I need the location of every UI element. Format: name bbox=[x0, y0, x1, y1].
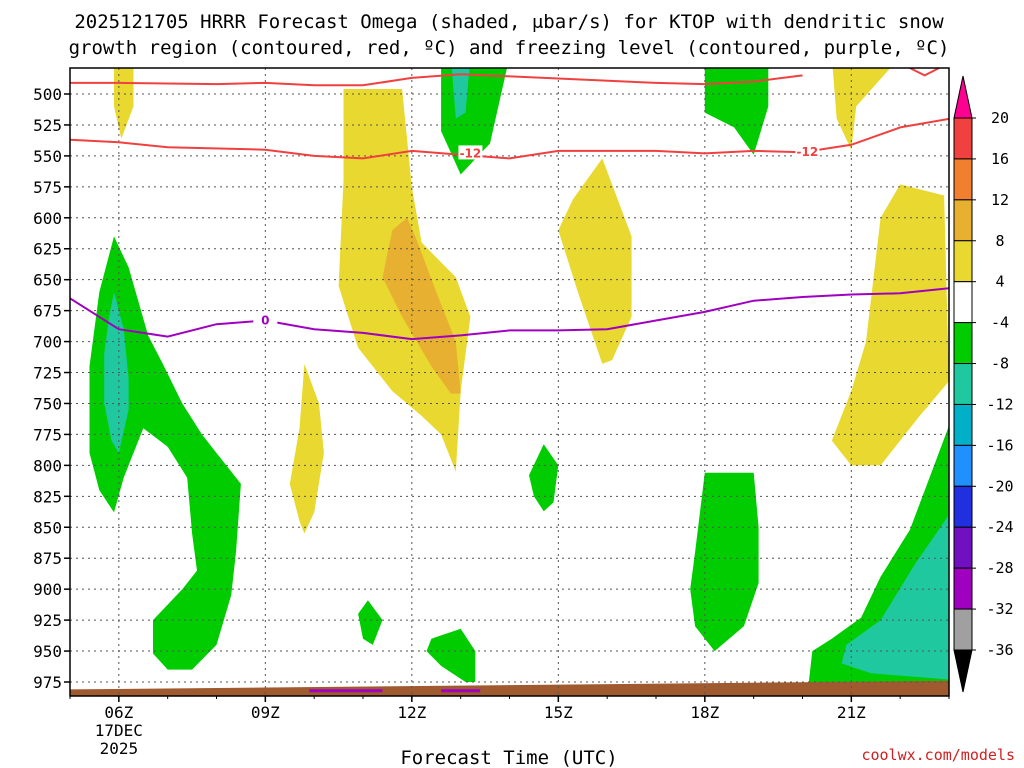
omega-region-yellow-top-right bbox=[832, 68, 891, 150]
colorbar-label-0: 20 bbox=[991, 109, 1009, 127]
y-tick-label-550: 550 bbox=[33, 147, 62, 166]
purple-contour-freezing-level bbox=[70, 287, 949, 341]
ground-polygon bbox=[70, 680, 949, 696]
omega-region-teal-bottom-right bbox=[841, 514, 949, 680]
colorbar-label-7: -12 bbox=[986, 395, 1013, 413]
y-tick-label-875: 875 bbox=[33, 549, 62, 568]
y-tick-label-500: 500 bbox=[33, 85, 62, 104]
y-tick-label-675: 675 bbox=[33, 302, 62, 321]
y-axis: 500 525 550 575 600 625 650 675 700 725 750 775 800 8… bbox=[33, 85, 70, 692]
colorbar-label-2: 12 bbox=[991, 191, 1009, 209]
colorbar-label-11: -28 bbox=[986, 559, 1013, 577]
colorbar-box-0 bbox=[953, 117, 973, 160]
x-tick-label-21Z: 21Z bbox=[837, 703, 866, 722]
colorbar-label-8: -16 bbox=[986, 436, 1013, 454]
x-sublabel-1: 2025 bbox=[100, 739, 139, 758]
omega-region-yellow-top-left bbox=[114, 68, 134, 139]
omega-region-yellow-right bbox=[831, 184, 949, 466]
omega-region-green-small-11z bbox=[358, 600, 383, 645]
contour-label-red-right: -12 bbox=[797, 145, 819, 159]
colorbar: 20 16 12 8 4 -4 -8 -12 -16 -20 -24 -28 -32 -36 bbox=[953, 75, 1014, 693]
colorbar-box-10 bbox=[953, 526, 973, 569]
y-tick-label-725: 725 bbox=[33, 364, 62, 383]
colorbar-label-4: 4 bbox=[995, 273, 1004, 291]
colorbar-box-11 bbox=[953, 567, 973, 610]
colorbar-box-1 bbox=[953, 158, 973, 201]
contour-label-freezing: 0 bbox=[261, 314, 269, 328]
y-tick-label-775: 775 bbox=[33, 425, 62, 444]
colorbar-box-4 bbox=[953, 281, 973, 324]
omega-shading bbox=[89, 68, 949, 695]
y-tick-label-750: 750 bbox=[33, 394, 62, 413]
colorbar-box-2 bbox=[953, 199, 973, 242]
y-tick-label-825: 825 bbox=[33, 487, 62, 506]
omega-region-orange-center bbox=[382, 217, 461, 394]
x-sublabel-0: 17DEC bbox=[95, 721, 143, 740]
chart-title: 2025121705 HRRR Forecast Omega (shaded, … bbox=[69, 11, 950, 59]
x-tick-label-15Z: 15Z bbox=[544, 703, 573, 722]
colorbar-top-arrow bbox=[953, 75, 973, 119]
contours bbox=[70, 68, 949, 693]
red-contour-dendritic-upper bbox=[70, 73, 803, 87]
colorbar-label-1: 16 bbox=[991, 150, 1009, 168]
colorbar-label-10: -24 bbox=[986, 518, 1013, 536]
omega-region-green-left-06z bbox=[89, 236, 241, 670]
lbl-red-left-bg bbox=[458, 145, 483, 160]
omega-region-teal-top-12z bbox=[451, 68, 470, 119]
colorbar-label-13: -36 bbox=[986, 641, 1013, 659]
omega-region-green-small-15z bbox=[529, 444, 559, 512]
y-tick-label-525: 525 bbox=[33, 116, 62, 135]
y-tick-label-600: 600 bbox=[33, 209, 62, 228]
y-tick-label-575: 575 bbox=[33, 178, 62, 197]
colorbar-box-6 bbox=[953, 363, 973, 405]
colorbar-label-12: -32 bbox=[986, 600, 1013, 618]
x-axis-label: Forecast Time (UTC) bbox=[400, 747, 617, 768]
colorbar-label-5: -4 bbox=[991, 314, 1009, 332]
y-tick-label-800: 800 bbox=[33, 456, 62, 475]
title-line-2: growth region (contoured, red, ºC) and f… bbox=[69, 37, 950, 59]
ground-fill bbox=[70, 680, 949, 696]
colorbar-box-8 bbox=[953, 444, 973, 487]
omega-region-teal-left-06z bbox=[104, 292, 129, 453]
y-tick-label-950: 950 bbox=[33, 642, 62, 661]
red-contour-dendritic-upper-right bbox=[909, 68, 940, 77]
colorbar-bottom-arrow bbox=[953, 649, 973, 693]
contour-label-red-left: -12 bbox=[460, 146, 482, 160]
y-tick-label-650: 650 bbox=[33, 271, 62, 290]
x-tick-label-06Z: 06Z bbox=[104, 703, 133, 722]
colorbar-box-9 bbox=[953, 485, 973, 528]
y-tick-label-700: 700 bbox=[33, 333, 62, 352]
omega-region-yellow-small-09z bbox=[289, 363, 324, 534]
colorbar-box-3 bbox=[953, 240, 973, 283]
colorbar-box-5 bbox=[953, 322, 973, 365]
gridlines bbox=[70, 68, 949, 696]
colorbar-label-3: 8 bbox=[995, 232, 1004, 250]
x-tick-label-09Z: 09Z bbox=[251, 703, 280, 722]
omega-region-green-top-18z bbox=[704, 68, 769, 155]
title-line-1: 2025121705 HRRR Forecast Omega (shaded, … bbox=[74, 11, 944, 33]
colorbar-box-12 bbox=[953, 608, 973, 651]
credit-link[interactable]: coolwx.com/models bbox=[861, 746, 1015, 764]
colorbar-label-9: -20 bbox=[986, 477, 1013, 495]
colorbar-label-6: -8 bbox=[991, 355, 1009, 373]
y-tick-label-975: 975 bbox=[33, 673, 62, 692]
x-tick-label-12Z: 12Z bbox=[397, 703, 426, 722]
x-tick-label-18Z: 18Z bbox=[690, 703, 719, 722]
omega-region-yellow-mid-15z bbox=[558, 158, 632, 364]
y-tick-label-850: 850 bbox=[33, 518, 62, 537]
contour-labels: -12 -12 0 bbox=[253, 144, 820, 328]
lbl-freezing-bg bbox=[253, 312, 278, 327]
colorbar-box-7 bbox=[953, 403, 973, 446]
y-tick-label-925: 925 bbox=[33, 611, 62, 630]
omega-region-green-mid-18z bbox=[690, 472, 759, 652]
omega-region-green-small-12z bbox=[426, 628, 476, 682]
y-tick-label-900: 900 bbox=[33, 580, 62, 599]
lbl-red-right-bg bbox=[795, 144, 820, 159]
y-tick-label-625: 625 bbox=[33, 240, 62, 259]
